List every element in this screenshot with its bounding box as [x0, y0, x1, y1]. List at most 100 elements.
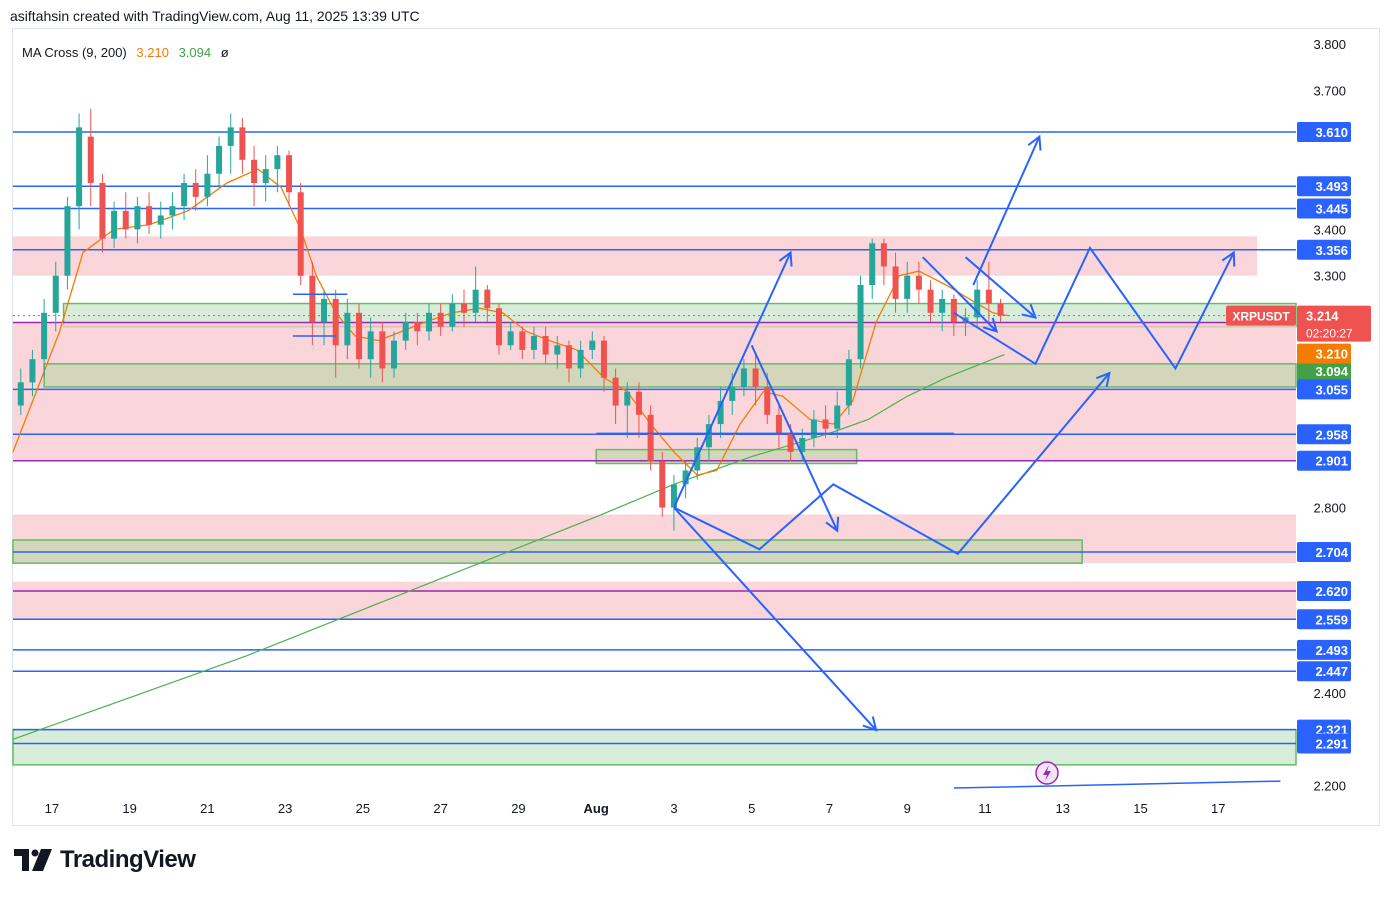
candle [344, 298, 351, 360]
candle-body [729, 387, 736, 401]
candle [274, 145, 281, 193]
candle [857, 275, 864, 369]
candle [297, 183, 304, 285]
candle [577, 340, 584, 378]
candle [904, 261, 911, 313]
candle-body [542, 336, 549, 355]
candle [426, 303, 433, 341]
x-tick-label: 7 [826, 801, 833, 816]
x-tick-label: Aug [584, 801, 609, 816]
indicator-legend[interactable]: MA Cross (9, 200) 3.210 3.094 ø [22, 45, 229, 60]
candle-body [939, 298, 946, 313]
candle [810, 410, 817, 448]
candle [670, 475, 677, 531]
last-price-value: 3.214 [1306, 309, 1339, 324]
price-badge-bg [1297, 176, 1351, 197]
candle-body [915, 275, 922, 290]
candle-body [997, 303, 1004, 316]
price-badge: 2.958 [1315, 427, 1348, 442]
candle [659, 451, 666, 517]
arrow-head [778, 250, 793, 267]
candle [391, 331, 398, 378]
arrow-head [1027, 134, 1042, 151]
trend-line [953, 780, 1281, 789]
candle-body [507, 331, 514, 346]
tradingview-logo-icon [14, 849, 52, 871]
price-badge: 2.901 [1315, 454, 1348, 469]
candle [974, 280, 981, 327]
candle-body [274, 155, 281, 170]
projection-arrow [750, 344, 840, 533]
candle-body [600, 340, 607, 378]
price-badge-bg [1297, 542, 1351, 563]
candle-body [764, 387, 771, 415]
arrow-head [1221, 250, 1236, 267]
candle [402, 312, 409, 350]
candle-body [787, 433, 794, 452]
candle-body [332, 298, 339, 346]
y-axis: 3.800 3.700 3.400 3.300 2.800 2.400 2.200 3.610… [13, 37, 1371, 794]
price-badge: 2.620 [1315, 584, 1348, 599]
ma-fast-badge: 3.210 [1315, 347, 1348, 362]
arrow-path [953, 245, 1235, 371]
candle-body [356, 312, 363, 360]
candle-body [157, 215, 164, 225]
candle [869, 238, 876, 299]
candle [647, 405, 654, 471]
candle [740, 359, 747, 397]
candle [845, 349, 852, 415]
candle-body [99, 183, 106, 239]
y-tick-label: 3.300 [1313, 269, 1346, 284]
candle-body [449, 303, 456, 327]
arrow-path [673, 506, 877, 731]
candle [99, 173, 106, 253]
price-badge-bg [1297, 198, 1351, 219]
alert-icon[interactable] [1035, 761, 1059, 785]
x-tick-label: 27 [433, 801, 447, 816]
candle-body [904, 275, 911, 299]
candle [157, 201, 164, 239]
candle-body [76, 127, 83, 207]
candle-body [565, 345, 572, 369]
price-badge: 3.610 [1315, 125, 1348, 140]
candle [251, 145, 258, 207]
arrow-path [673, 252, 792, 508]
y-tick-label: 2.200 [1313, 779, 1346, 794]
arrow-head [1095, 371, 1111, 388]
zone-pink [13, 581, 1296, 619]
price-badge: 3.356 [1315, 243, 1348, 258]
x-tick-label: 29 [511, 801, 525, 816]
candle-body [414, 322, 421, 332]
price-badge: 3.445 [1315, 202, 1348, 217]
price-badge: 3.493 [1315, 179, 1348, 194]
candle [985, 261, 992, 323]
price-badge-bg [1297, 122, 1351, 142]
candle-body [437, 312, 444, 327]
candle-body [659, 461, 666, 508]
price-badge-bg [1297, 639, 1351, 660]
candle-body [670, 484, 677, 508]
arrow-head [982, 317, 999, 333]
candle-body [822, 419, 829, 429]
candle [752, 354, 759, 406]
x-tick-label: 19 [122, 801, 136, 816]
x-tick-label: 25 [356, 801, 370, 816]
candles-layer [17, 108, 1004, 531]
candle-body [974, 289, 981, 318]
y-tick-label: 2.800 [1313, 501, 1346, 516]
candle [530, 326, 537, 360]
candle-body [869, 243, 876, 285]
candle [997, 298, 1004, 323]
candle [927, 280, 934, 323]
x-tick-label: 15 [1133, 801, 1147, 816]
candle [880, 238, 887, 285]
candle-body [146, 206, 153, 225]
candle [134, 196, 141, 244]
price-badge-bg [1297, 609, 1351, 630]
candle-body [321, 298, 328, 323]
candle-body [204, 173, 211, 197]
candle [379, 322, 386, 383]
x-tick-label: 5 [748, 801, 755, 816]
x-tick-label: 23 [278, 801, 292, 816]
